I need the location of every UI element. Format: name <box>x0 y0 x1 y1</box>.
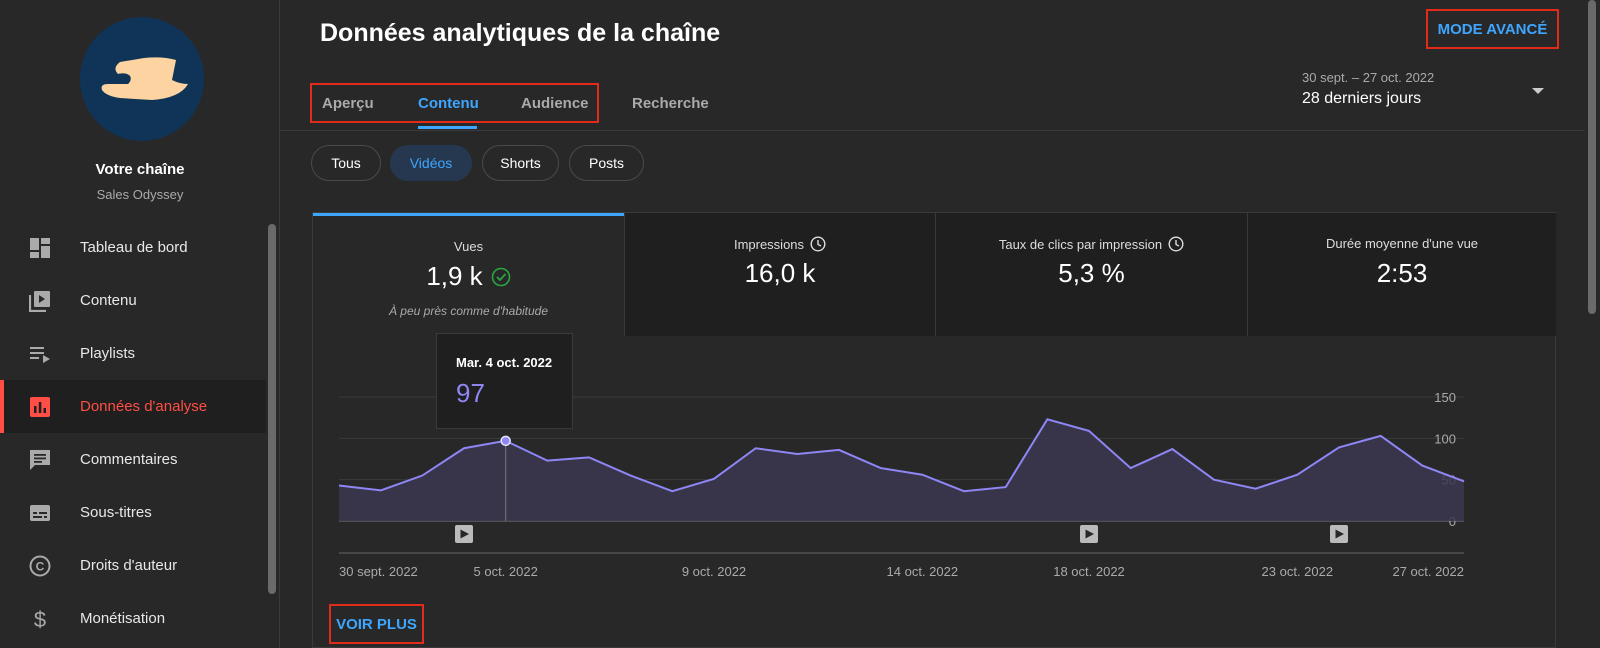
clock-icon <box>810 236 826 252</box>
metric-impressions[interactable]: Impressions 16,0 k <box>625 213 935 336</box>
chart-tooltip: Mar. 4 oct. 2022 97 <box>436 333 573 429</box>
sidebar-item-label: Commentaires <box>80 451 178 468</box>
video-library-icon <box>28 289 52 313</box>
views-line <box>338 418 1465 493</box>
sidebar-item-label: Droits d'auteur <box>80 557 178 574</box>
svg-text:C: C <box>36 559 45 573</box>
play-icon <box>1335 529 1344 539</box>
subtitles-icon <box>28 501 52 525</box>
channel-title: Votre chaîne <box>95 161 185 178</box>
date-range-label: 28 derniers jours <box>1302 90 1422 107</box>
metric-avg-view-duration[interactable]: Durée moyenne d'une vue 2:53 <box>1248 213 1556 336</box>
analytics-card: Vues 1,9 k À peu près comme d'habitude I… <box>312 212 1556 648</box>
y-tick-label: 0 <box>1449 514 1456 529</box>
dollar-icon: $ <box>28 607 52 631</box>
views-area <box>339 419 1464 521</box>
sidebar-item-subtitles[interactable]: Sous-titres <box>0 486 266 539</box>
sidebar-item-comments[interactable]: Commentaires <box>0 433 266 486</box>
sidebar-item-label: Playlists <box>80 345 136 362</box>
x-tick-label: 18 oct. 2022 <box>1053 564 1125 579</box>
metric-value: 16,0 k <box>744 258 816 288</box>
svg-text:$: $ <box>34 608 46 630</box>
sidebar: Votre chaîne Sales Odyssey Tableau de bo… <box>0 0 280 648</box>
analytics-icon <box>28 395 52 419</box>
y-tick-label: 100 <box>1434 431 1456 446</box>
chip-all[interactable]: Tous <box>311 145 381 181</box>
sidebar-item-label: Contenu <box>80 292 137 309</box>
metric-note: À peu près comme d'habitude <box>388 304 549 318</box>
sidebar-nav: Tableau de bord Contenu Playlists Donnée… <box>0 221 266 645</box>
see-more-button[interactable]: VOIR PLUS <box>329 604 424 644</box>
tab-overview[interactable]: Aperçu <box>322 95 374 112</box>
sidebar-item-copyright[interactable]: C Droits d'auteur <box>0 539 266 592</box>
ship-logo-icon <box>101 57 188 100</box>
main-scrollbar[interactable] <box>1588 0 1596 314</box>
page-title: Données analytiques de la chaîne <box>320 19 721 47</box>
tab-research[interactable]: Recherche <box>632 95 709 112</box>
sidebar-item-playlists[interactable]: Playlists <box>0 327 266 380</box>
tab-content[interactable]: Contenu <box>418 95 479 112</box>
tooltip-date: Mar. 4 oct. 2022 <box>456 355 553 370</box>
metric-label: Taux de clics par impression <box>998 236 1163 252</box>
x-tick-label: 30 sept. 2022 <box>339 564 418 579</box>
sidebar-item-dashboard[interactable]: Tableau de bord <box>0 221 266 274</box>
y-tick-label: 150 <box>1434 390 1456 405</box>
tab-audience[interactable]: Audience <box>521 95 589 112</box>
metric-ctr[interactable]: Taux de clics par impression 5,3 % <box>936 213 1247 336</box>
caret-down-icon[interactable] <box>1532 88 1544 94</box>
metric-divider <box>624 213 625 336</box>
x-tick-label: 9 oct. 2022 <box>682 564 746 579</box>
play-icon <box>1085 529 1094 539</box>
sidebar-item-analytics[interactable]: Données d'analyse <box>0 380 266 433</box>
sidebar-item-label: Monétisation <box>80 610 166 627</box>
x-tick-label: 14 oct. 2022 <box>887 564 959 579</box>
sidebar-item-monetization[interactable]: $ Monétisation <box>0 592 266 645</box>
tabs-highlight-box <box>310 83 599 123</box>
x-tick-label: 5 oct. 2022 <box>474 564 538 579</box>
date-range-text: 30 sept. – 27 oct. 2022 <box>1302 70 1435 85</box>
sidebar-item-content[interactable]: Contenu <box>0 274 266 327</box>
metric-label: Vues <box>453 239 484 254</box>
play-icon <box>460 529 469 539</box>
metric-divider <box>1247 213 1248 336</box>
advanced-mode-button[interactable]: MODE AVANCÉ <box>1426 9 1559 49</box>
highlight-point <box>500 435 511 447</box>
metric-divider <box>935 213 936 336</box>
metric-value: 1,9 k <box>426 261 483 291</box>
metric-value: 2:53 <box>1376 258 1428 288</box>
sidebar-scrollbar[interactable] <box>268 224 276 594</box>
copyright-icon: C <box>28 554 52 578</box>
tabs-divider <box>280 130 1585 131</box>
sidebar-item-label: Données d'analyse <box>80 398 208 415</box>
metric-label: Impressions <box>733 236 805 252</box>
dashboard-icon <box>28 236 52 260</box>
metric-views[interactable]: Vues 1,9 k À peu près comme d'habitude <box>313 213 624 336</box>
playlist-icon <box>28 342 52 366</box>
metric-value: 5,3 % <box>1058 258 1125 288</box>
sidebar-item-label: Tableau de bord <box>80 239 188 256</box>
check-circle-icon <box>491 267 510 286</box>
chip-posts[interactable]: Posts <box>569 145 644 181</box>
chip-shorts[interactable]: Shorts <box>482 145 559 181</box>
metric-label: Durée moyenne d'une vue <box>1325 236 1479 251</box>
sidebar-item-label: Sous-titres <box>80 504 152 521</box>
clock-icon <box>1168 236 1184 252</box>
channel-name: Sales Odyssey <box>96 187 184 202</box>
comment-icon <box>28 448 52 472</box>
channel-avatar[interactable] <box>80 17 204 141</box>
active-tab-indicator <box>418 126 477 129</box>
x-tick-label: 23 oct. 2022 <box>1262 564 1334 579</box>
tooltip-value: 97 <box>456 378 485 408</box>
x-tick-label: 27 oct. 2022 <box>1392 564 1464 579</box>
chip-videos[interactable]: Vidéos <box>390 145 472 181</box>
